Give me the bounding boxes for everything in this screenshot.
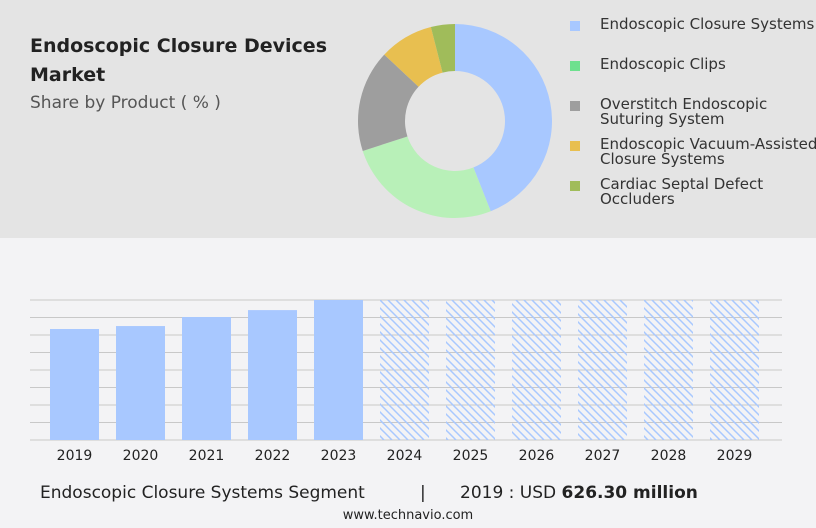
legend-label: Endoscopic Closure Systems [600,15,815,33]
donut-chart [358,24,552,218]
x-tick-label: 2019 [57,448,93,464]
legend-swatch [570,21,580,31]
x-tick-label: 2021 [189,448,225,464]
bar-2029 [710,300,759,440]
bar-2027 [578,300,627,440]
segment-value: 626.30 million [561,483,698,503]
bar-chart: 2019 2020 2021 2022 2023 2024 2025 2026 2027 2028… [30,299,782,464]
x-tick-label: 2024 [387,448,423,464]
chart-subtitle: Share by Product ( % ) [30,93,221,113]
bar-2028 [644,300,693,440]
legend-swatch [570,181,580,191]
legend-label: Endoscopic Clips [600,55,726,73]
bar-2021 [182,317,231,440]
legend-swatch [570,101,580,111]
pie-slice [455,24,552,212]
bar-2026 [512,300,561,440]
bar-2025 [446,300,495,440]
legend-label: Overstitch Endoscopic Suturing System [600,95,768,128]
website-link[interactable]: www.technavio.com [342,508,474,523]
legend-label: Cardiac Septal Defect Occluders [600,175,764,208]
footer: Endoscopic Closure Systems Segment | 201… [40,483,800,503]
bar-2022 [248,310,297,440]
legend-swatch [570,61,580,71]
pie-slice [430,24,455,73]
separator: | [420,483,426,503]
pie-slice [358,54,419,151]
x-tick-label: 2020 [123,448,159,464]
pie-slice [362,136,491,218]
bar-2020 [116,326,165,440]
segment-label: Endoscopic Closure Systems Segment [40,483,365,503]
bar-2024 [380,300,429,440]
year-label: 2019 : USD [460,483,557,503]
chart-title: Endoscopic Closure Devices Market [30,35,328,86]
legend-swatch [570,141,580,151]
x-tick-label: 2029 [717,448,753,464]
pie-slice [384,27,443,87]
x-tick-label: 2025 [453,448,489,464]
x-tick-label: 2023 [321,448,357,464]
x-tick-label: 2028 [651,448,687,464]
x-tick-label: 2022 [255,448,291,464]
x-tick-label: 2026 [519,448,555,464]
x-tick-label: 2027 [585,448,621,464]
legend-label: Endoscopic Vacuum-Assisted Closure Syste… [600,135,816,168]
bar-2023 [314,300,363,440]
bar-2019 [50,329,99,440]
